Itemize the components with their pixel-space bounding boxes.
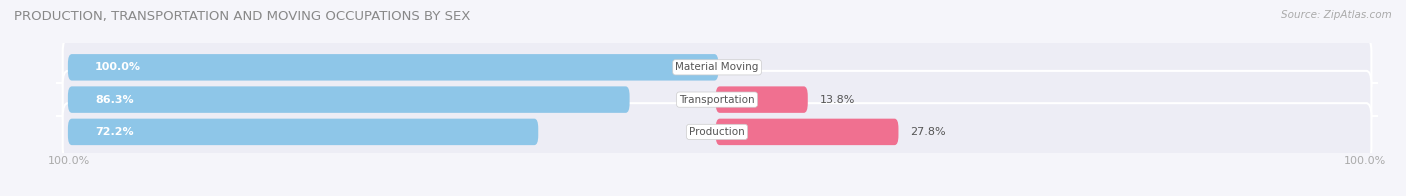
- Text: Transportation: Transportation: [679, 95, 755, 105]
- Text: 13.8%: 13.8%: [820, 95, 855, 105]
- Text: 27.8%: 27.8%: [910, 127, 946, 137]
- FancyBboxPatch shape: [63, 39, 1371, 96]
- Text: 0.0%: 0.0%: [730, 62, 758, 72]
- Text: PRODUCTION, TRANSPORTATION AND MOVING OCCUPATIONS BY SEX: PRODUCTION, TRANSPORTATION AND MOVING OC…: [14, 10, 471, 23]
- FancyBboxPatch shape: [63, 103, 1371, 161]
- Text: Source: ZipAtlas.com: Source: ZipAtlas.com: [1281, 10, 1392, 20]
- FancyBboxPatch shape: [63, 71, 1371, 128]
- FancyBboxPatch shape: [67, 54, 718, 81]
- Text: 86.3%: 86.3%: [96, 95, 134, 105]
- Text: Material Moving: Material Moving: [675, 62, 759, 72]
- FancyBboxPatch shape: [67, 86, 630, 113]
- Text: Production: Production: [689, 127, 745, 137]
- FancyBboxPatch shape: [67, 119, 538, 145]
- FancyBboxPatch shape: [716, 119, 898, 145]
- Text: 72.2%: 72.2%: [96, 127, 134, 137]
- Text: 100.0%: 100.0%: [96, 62, 141, 72]
- FancyBboxPatch shape: [716, 86, 808, 113]
